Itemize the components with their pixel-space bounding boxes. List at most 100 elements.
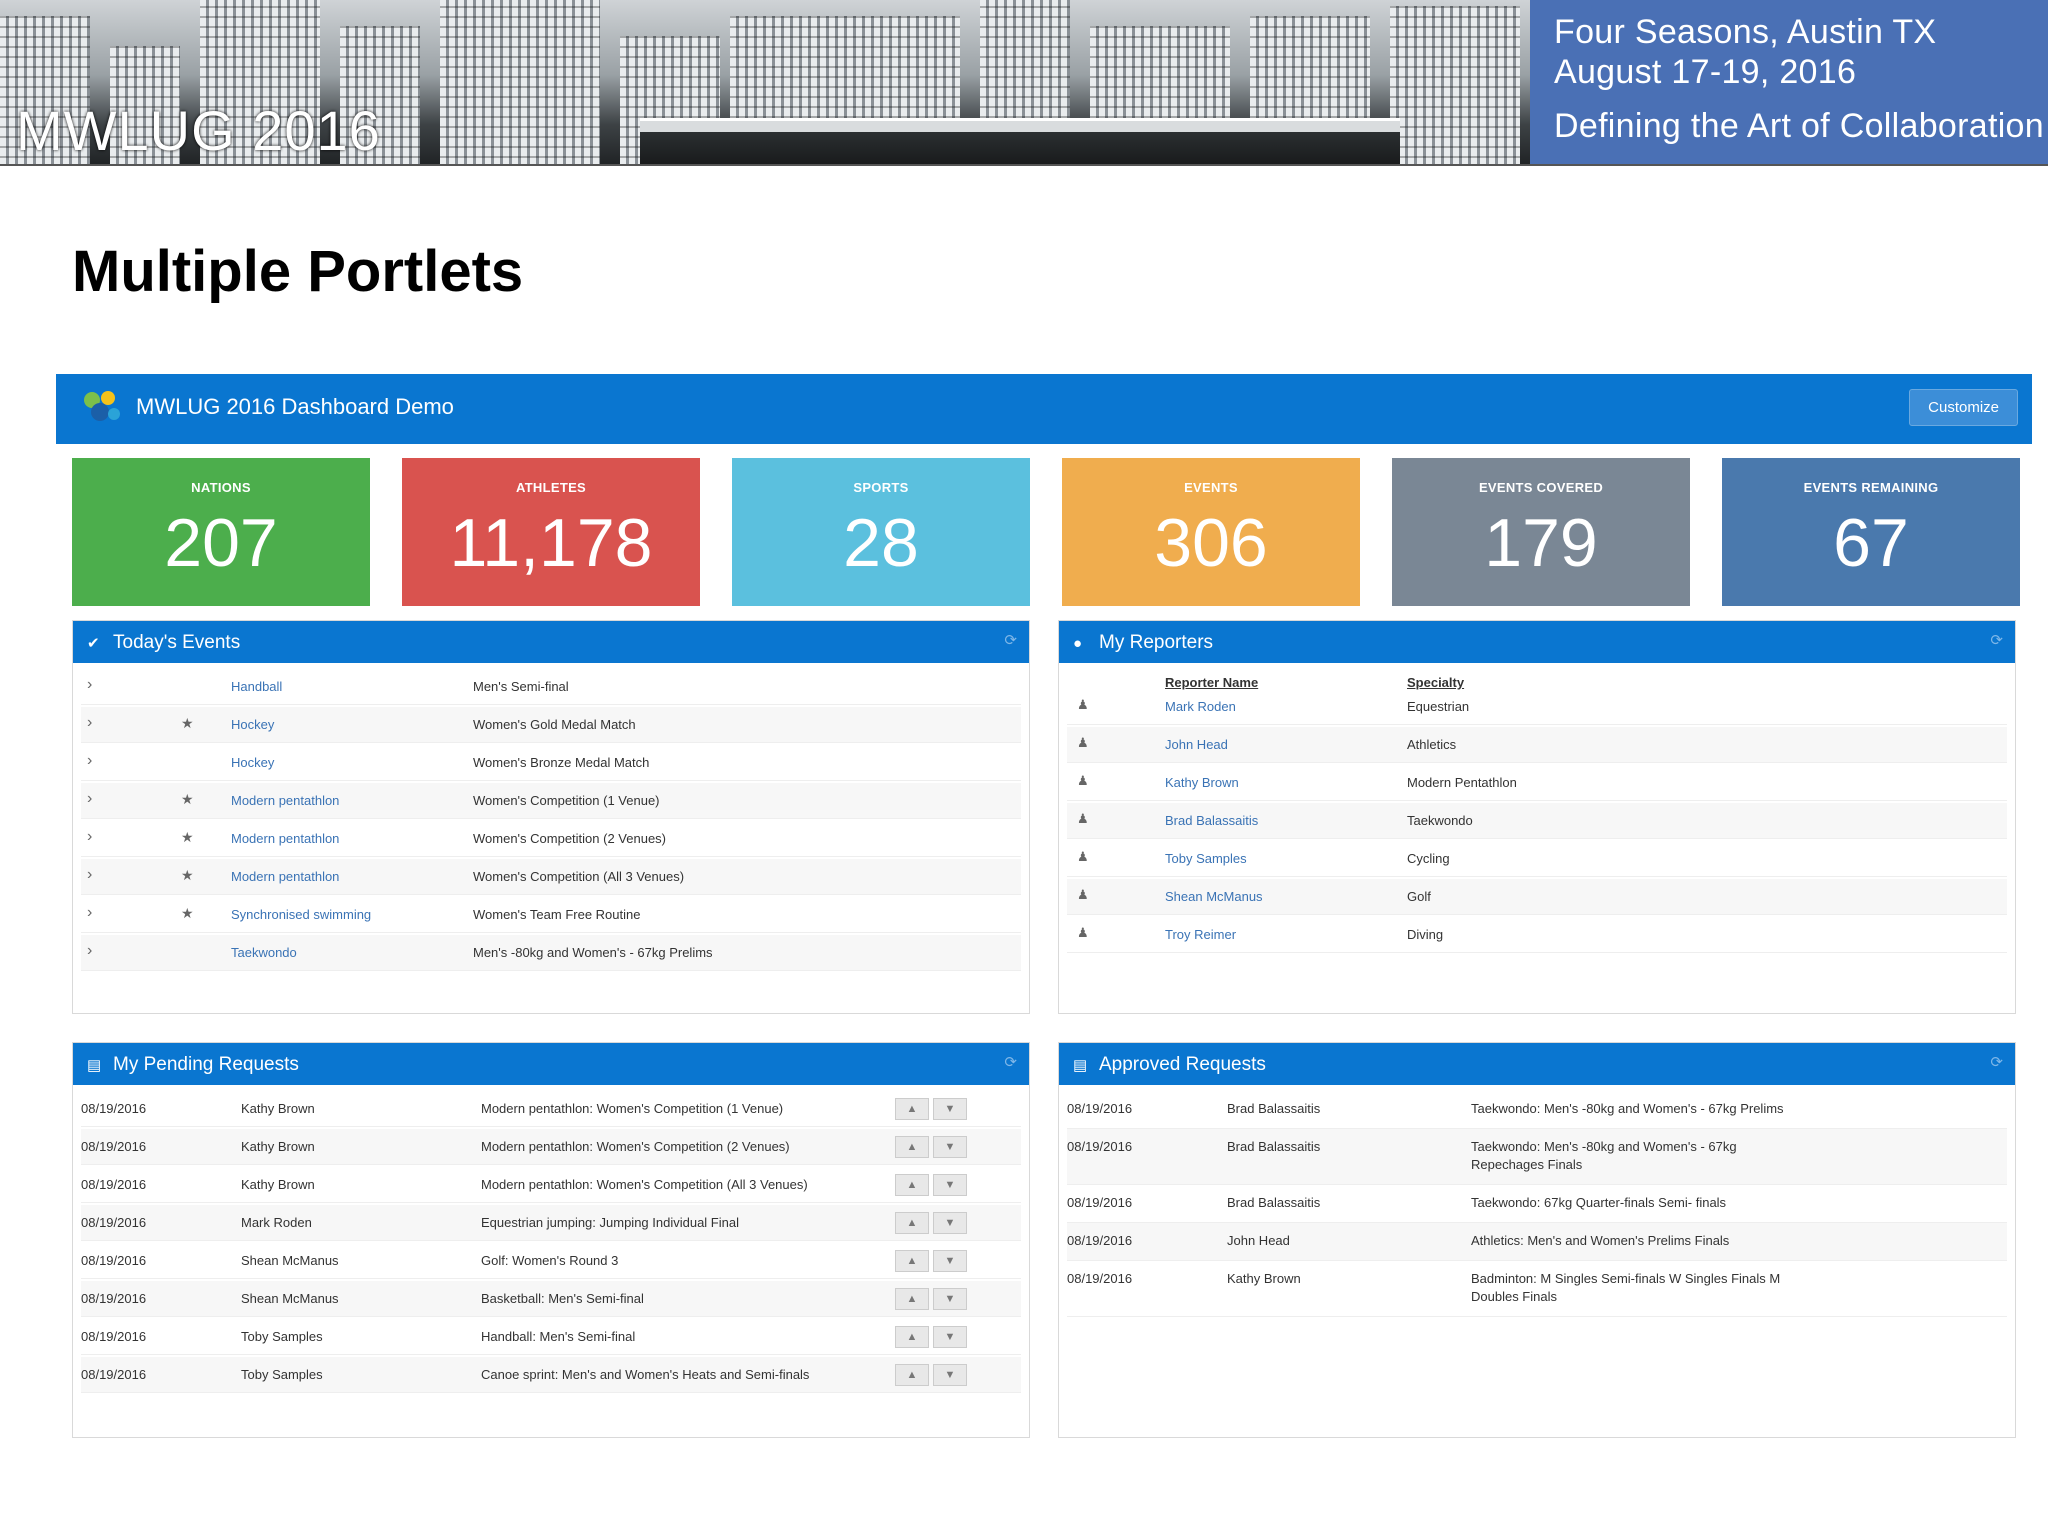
approve-reject-buttons: ▲ ▼ (895, 1174, 967, 1196)
table-row[interactable]: › ★ Modern pentathlon Women's Competition (… (81, 859, 1021, 895)
request-event: Taekwondo: 67kg Quarter-finals Semi- fin… (1471, 1195, 1727, 1210)
table-row: ♟ John Head Athletics (1067, 727, 2007, 763)
thumbs-up-icon[interactable]: ▲ (895, 1364, 929, 1386)
pending-list: 08/19/2016 Kathy Brown Modern pentathlon: … (73, 1085, 1029, 1437)
chevron-right-icon[interactable]: › (87, 942, 93, 959)
table-row: 08/19/2016 Shean McManus Golf: Women's Rou… (81, 1243, 1021, 1279)
request-reporter: Brad Balassaitis (1227, 1195, 1321, 1210)
reporter-link[interactable]: Troy Reimer (1165, 927, 1237, 942)
todays-events-portlet: ✔ Today's Events ⟳ › Handball Men's Semi-fi… (72, 620, 1030, 1014)
chevron-right-icon[interactable]: › (87, 714, 93, 731)
table-row[interactable]: › Handball Men's Semi-final (81, 669, 1021, 705)
reporter-name-header[interactable]: Reporter Name (1165, 675, 1259, 690)
approve-reject-buttons: ▲ ▼ (895, 1326, 967, 1348)
stat-tile[interactable]: EVENTS REMAINING 67 (1722, 458, 2020, 606)
event-name: Men's -80kg and Women's - 67kg Prelims (473, 945, 713, 960)
banner-info-panel: Four Seasons, Austin TX August 17-19, 20… (1530, 0, 2048, 164)
request-reporter: Shean McManus (241, 1291, 339, 1306)
chevron-right-icon[interactable]: › (87, 752, 93, 769)
request-date: 08/19/2016 (1067, 1195, 1133, 1210)
event-name: Women's Gold Medal Match (473, 717, 636, 732)
reporter-specialty: Golf (1407, 889, 1431, 904)
table-row: ♟ Toby Samples Cycling (1067, 841, 2007, 877)
thumbs-down-icon[interactable]: ▼ (933, 1288, 967, 1310)
reporter-link[interactable]: Shean McManus (1165, 889, 1263, 904)
chevron-right-icon[interactable]: › (87, 676, 93, 693)
request-event: Modern pentathlon: Women's Competition (… (481, 1177, 808, 1192)
thumbs-down-icon[interactable]: ▼ (933, 1364, 967, 1386)
sport-link[interactable]: Handball (231, 679, 283, 694)
stat-label: ATHLETES (515, 480, 587, 495)
sport-link[interactable]: Synchronised swimming (231, 907, 372, 922)
portlet-title: Approved Requests (1099, 1054, 1266, 1075)
stat-tile[interactable]: NATIONS 207 (72, 458, 370, 606)
thumbs-up-icon[interactable]: ▲ (895, 1326, 929, 1348)
table-row: 08/19/2016 Mark Roden Equestrian jumping: … (81, 1205, 1021, 1241)
star-icon[interactable]: ★ (181, 867, 194, 883)
request-event: Taekwondo: Men's -80kg and Women's - 67k… (1471, 1139, 1737, 1154)
stat-value: 11,178 (449, 505, 653, 581)
thumbs-down-icon[interactable]: ▼ (933, 1098, 967, 1120)
thumbs-down-icon[interactable]: ▼ (933, 1212, 967, 1234)
reporter-link[interactable]: Mark Roden (1165, 699, 1236, 714)
thumbs-up-icon[interactable]: ▲ (895, 1250, 929, 1272)
chevron-right-icon[interactable]: › (87, 866, 93, 883)
thumbs-up-icon[interactable]: ▲ (895, 1212, 929, 1234)
sport-link[interactable]: Hockey (231, 717, 275, 732)
stat-tile[interactable]: ATHLETES 11,178 (402, 458, 700, 606)
star-icon[interactable]: ★ (181, 829, 194, 845)
portlet-header: ▤ Approved Requests ⟳ (1059, 1043, 2015, 1085)
sport-link[interactable]: Modern pentathlon (231, 793, 340, 808)
approve-reject-buttons: ▲ ▼ (895, 1212, 967, 1234)
request-date: 08/19/2016 (81, 1139, 147, 1154)
refresh-icon[interactable]: ⟳ (1990, 632, 2003, 649)
table-row[interactable]: › ★ Modern pentathlon Women's Competition (… (81, 821, 1021, 857)
thumbs-down-icon[interactable]: ▼ (933, 1326, 967, 1348)
sport-link[interactable]: Modern pentathlon (231, 831, 340, 846)
reporter-link[interactable]: Brad Balassaitis (1165, 813, 1259, 828)
star-icon[interactable]: ★ (181, 791, 194, 807)
customize-button[interactable]: Customize (1909, 389, 2018, 426)
chevron-right-icon[interactable]: › (87, 790, 93, 807)
table-row[interactable]: › Hockey Women's Bronze Medal Match (81, 745, 1021, 781)
star-icon[interactable]: ★ (181, 715, 194, 731)
chevron-right-icon[interactable]: › (87, 904, 93, 921)
sport-link[interactable]: Taekwondo (231, 945, 297, 960)
thumbs-down-icon[interactable]: ▼ (933, 1250, 967, 1272)
request-reporter: Kathy Brown (241, 1177, 315, 1192)
reporter-link[interactable]: Kathy Brown (1165, 775, 1239, 790)
approve-reject-buttons: ▲ ▼ (895, 1136, 967, 1158)
reporter-link[interactable]: Toby Samples (1165, 851, 1247, 866)
stat-tile[interactable]: EVENTS 306 (1062, 458, 1360, 606)
request-event: Athletics: Men's and Women's Prelims Fin… (1471, 1233, 1730, 1248)
stat-tile[interactable]: EVENTS COVERED 179 (1392, 458, 1690, 606)
refresh-icon[interactable]: ⟳ (1004, 1054, 1017, 1071)
table-row[interactable]: › Taekwondo Men's -80kg and Women's - 67kg… (81, 935, 1021, 971)
rings-logo-icon (84, 391, 120, 421)
refresh-icon[interactable]: ⟳ (1004, 632, 1017, 649)
stat-tile[interactable]: SPORTS 28 (732, 458, 1030, 606)
chevron-right-icon[interactable]: › (87, 828, 93, 845)
specialty-header[interactable]: Specialty (1407, 675, 1465, 690)
table-row[interactable]: › ★ Hockey Women's Gold Medal Match (81, 707, 1021, 743)
approve-reject-buttons: ▲ ▼ (895, 1288, 967, 1310)
pending-requests-portlet: ▤ My Pending Requests ⟳ 08/19/2016 Kathy B… (72, 1042, 1030, 1438)
stat-label: EVENTS REMAINING (1803, 480, 1939, 495)
thumbs-up-icon[interactable]: ▲ (895, 1288, 929, 1310)
star-icon[interactable]: ★ (181, 905, 194, 921)
reporter-link[interactable]: John Head (1165, 737, 1228, 752)
table-row[interactable]: › ★ Synchronised swimming Women's Team Free… (81, 897, 1021, 933)
refresh-icon[interactable]: ⟳ (1990, 1054, 2003, 1071)
table-row[interactable]: › ★ Modern pentathlon Women's Competition (… (81, 783, 1021, 819)
thumbs-up-icon[interactable]: ▲ (895, 1136, 929, 1158)
user-icon: ♟ (1077, 735, 1089, 750)
thumbs-up-icon[interactable]: ▲ (895, 1098, 929, 1120)
request-event: Equestrian jumping: Jumping Individual F… (481, 1215, 739, 1230)
thumbs-up-icon[interactable]: ▲ (895, 1174, 929, 1196)
sport-link[interactable]: Modern pentathlon (231, 869, 340, 884)
sport-link[interactable]: Hockey (231, 755, 275, 770)
thumbs-down-icon[interactable]: ▼ (933, 1136, 967, 1158)
thumbs-down-icon[interactable]: ▼ (933, 1174, 967, 1196)
request-event: Modern pentathlon: Women's Competition (… (481, 1101, 784, 1116)
event-name: Men's Semi-final (473, 679, 569, 694)
